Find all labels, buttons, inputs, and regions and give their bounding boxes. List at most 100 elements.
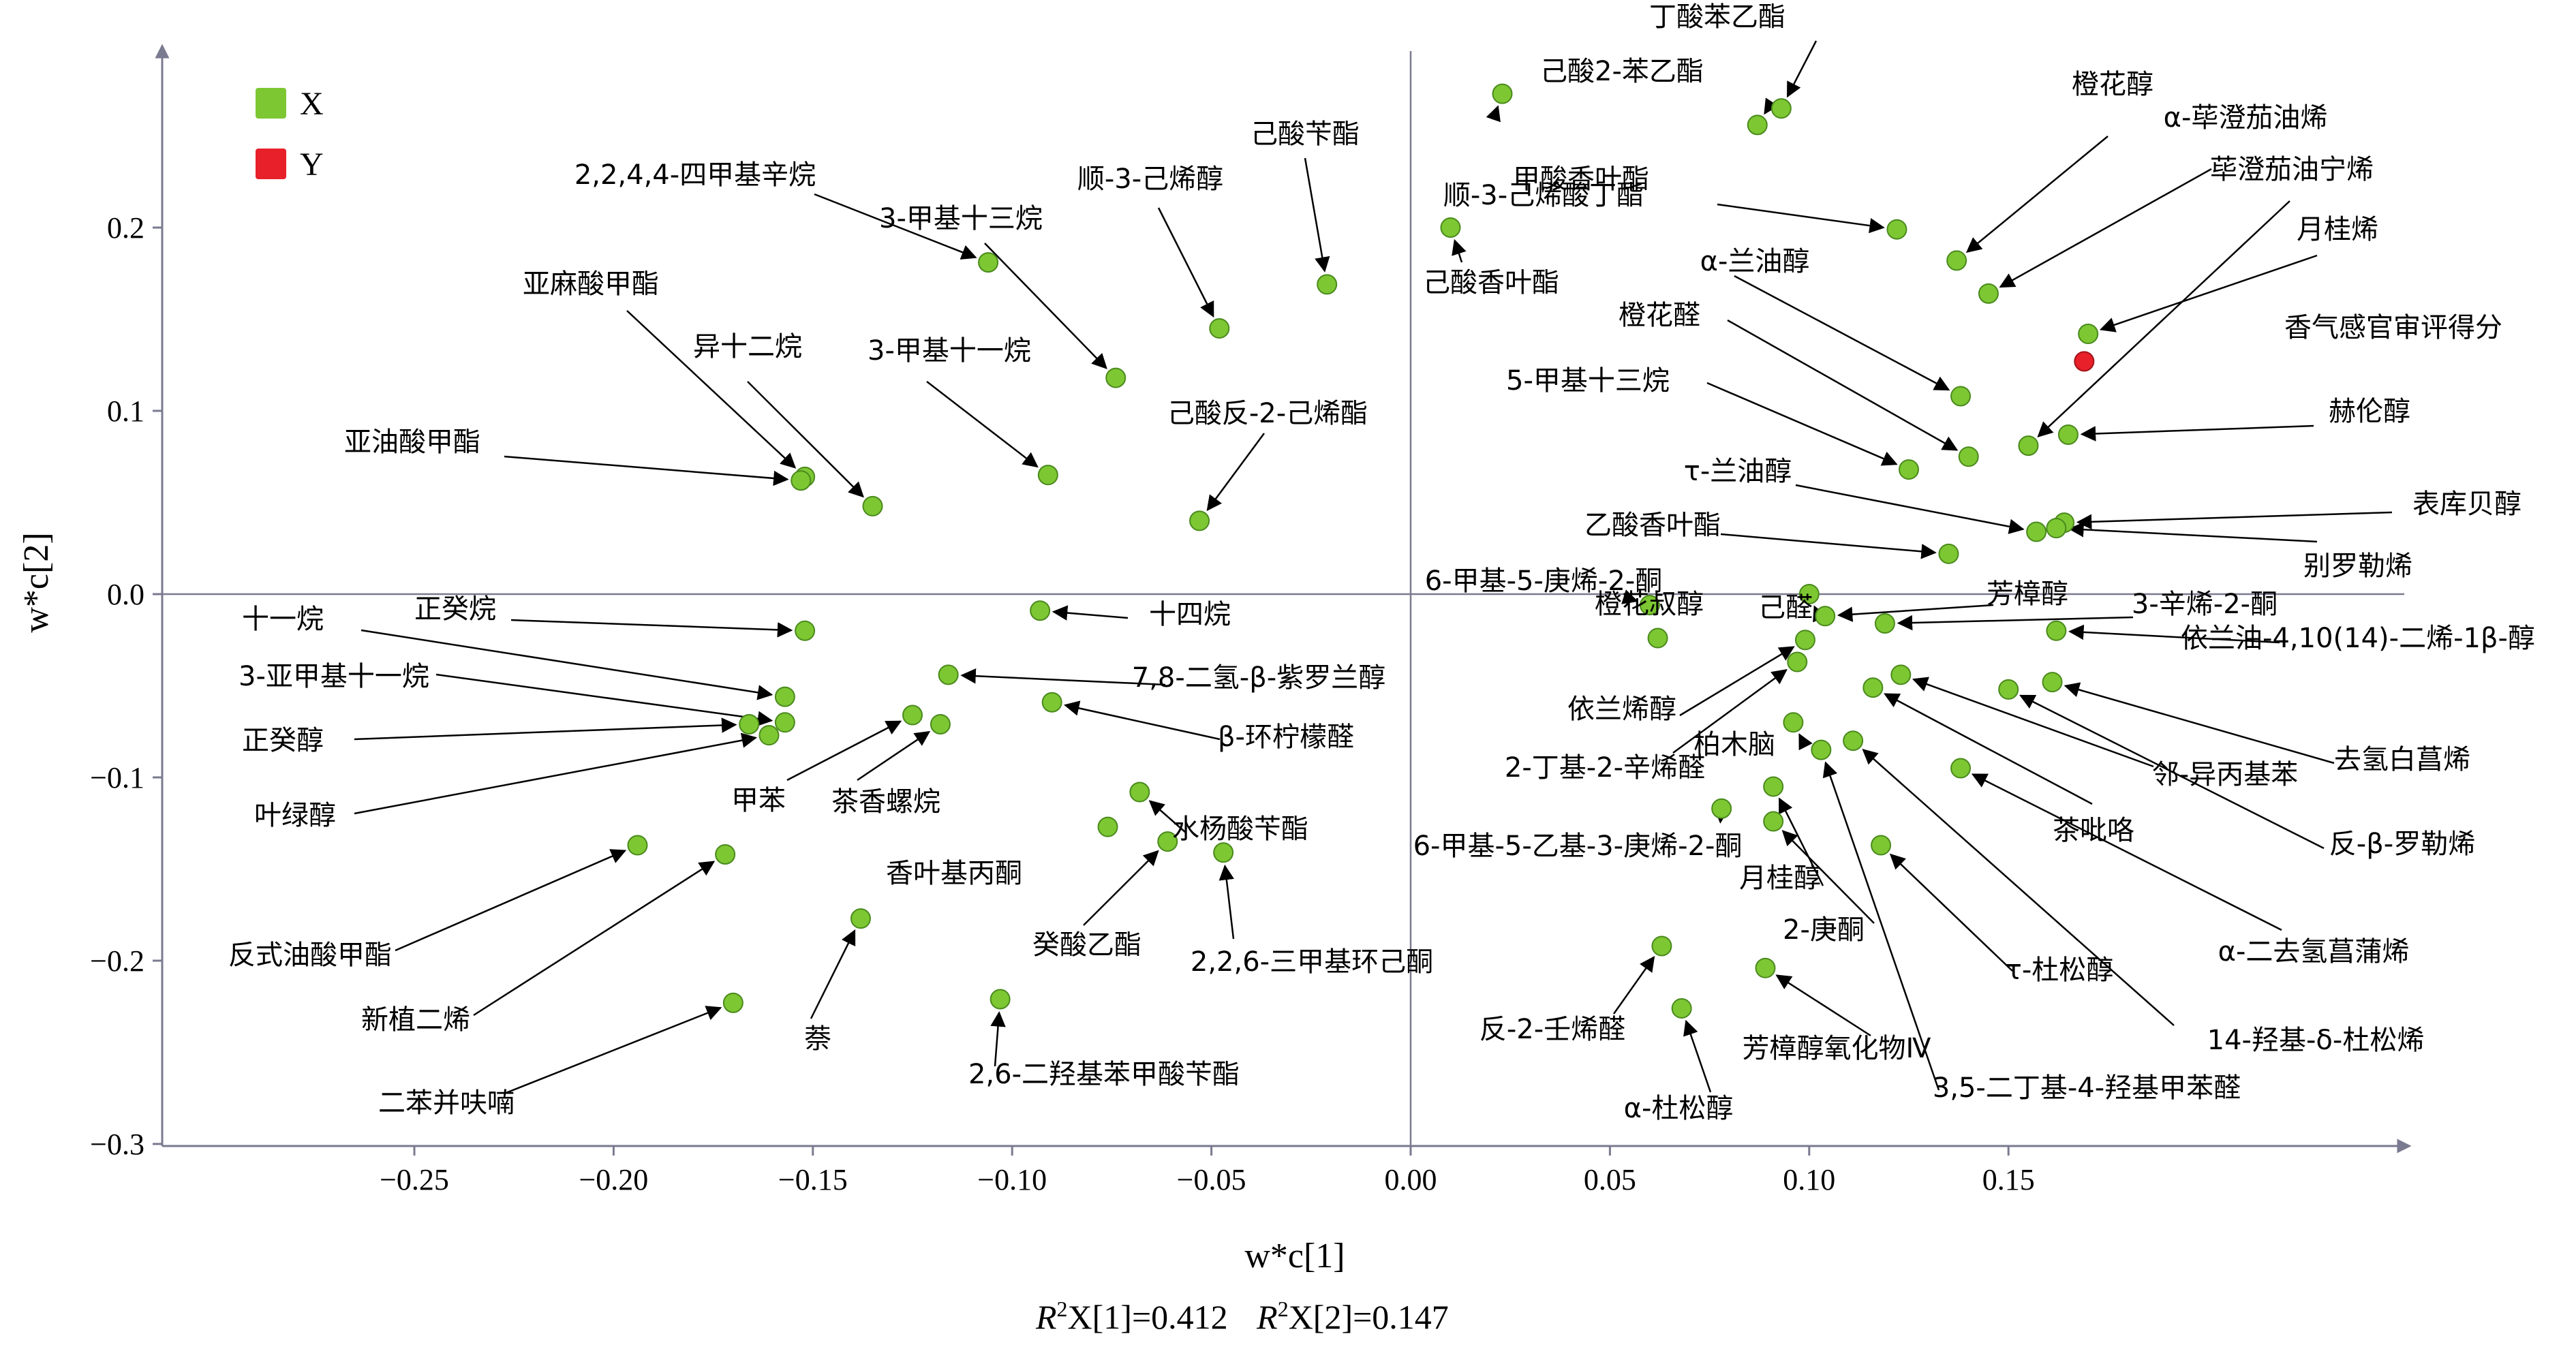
- x-point: [739, 713, 760, 734]
- data-points: [627, 83, 2099, 1019]
- point-label: α-兰油醇: [1700, 246, 1810, 277]
- x-point: [1950, 758, 1972, 779]
- x-point: [990, 989, 1011, 1010]
- point-label: α-荜澄茄油烯: [2164, 102, 2328, 134]
- label-arrow: [1912, 677, 2154, 768]
- label-arrow: [1781, 830, 1875, 924]
- label-arrow: [1052, 605, 1129, 621]
- point-label: 表库贝醇: [2412, 489, 2521, 520]
- label-arrow: [1897, 615, 2134, 631]
- x-point: [2018, 435, 2039, 456]
- point-label: 乙酸香叶酯: [1584, 510, 1721, 541]
- x-point: [795, 620, 816, 641]
- point-label: 邻-异丙基苯: [2152, 759, 2298, 790]
- point-label: 正癸烷: [414, 593, 496, 625]
- x-point: [627, 835, 648, 856]
- label-arrow: [1764, 97, 1779, 115]
- label-arrow: [1304, 157, 1330, 273]
- y-tick-label: 0.0: [107, 578, 144, 611]
- x-point: [791, 470, 812, 491]
- x-point: [1950, 386, 1972, 407]
- label-arrow: [2099, 254, 2318, 332]
- x-point: [1763, 776, 1784, 797]
- x-point: [1711, 798, 1732, 819]
- point-label: 己酸香叶酯: [1423, 267, 1559, 298]
- x-point: [930, 713, 951, 734]
- x-point: [2057, 424, 2079, 445]
- point-label: τ-兰油醇: [1684, 456, 1792, 487]
- x-point: [1946, 250, 1967, 271]
- x-point: [1213, 842, 1234, 863]
- x-tick-label: −0.05: [1177, 1163, 1246, 1196]
- label-arrow: [810, 929, 856, 1019]
- point-label: 3-甲基十一烷: [868, 335, 1031, 367]
- r2x2-value: X[2]=0.147: [1289, 1298, 1449, 1336]
- point-label: 5-甲基十三烷: [1506, 365, 1670, 397]
- label-arrow: [1083, 850, 1159, 926]
- point-label: 3-亚甲基十一烷: [239, 661, 429, 692]
- point-label: 新植二烯: [361, 1004, 470, 1036]
- point-label: 依兰烯醇: [1567, 694, 1676, 725]
- x-point: [1129, 781, 1150, 803]
- x-point: [1783, 712, 1804, 733]
- point-label: 月桂烯: [2297, 214, 2378, 245]
- x-point: [774, 712, 795, 733]
- x-point: [774, 686, 795, 707]
- label-arrow: [1720, 533, 1937, 559]
- y-tick-label: 0.1: [107, 394, 144, 428]
- x-point: [862, 495, 883, 516]
- point-label: 顺-3-己烯醇: [1077, 164, 1223, 195]
- point-label: 芳樟醇氧化物Ⅳ: [1743, 1033, 1931, 1064]
- label-arrow: [1612, 955, 1655, 1015]
- x-tick-label: −0.15: [778, 1163, 848, 1196]
- x-point: [902, 705, 923, 726]
- x-point: [2026, 521, 2047, 542]
- point-label: 萘: [804, 1023, 831, 1055]
- point-label: 3-甲基十三烷: [879, 203, 1043, 234]
- x-point: [978, 252, 999, 273]
- x-point: [1639, 595, 1660, 616]
- r2x1-value: X[1]=0.412: [1068, 1298, 1228, 1336]
- point-label: 茶吡咯: [2053, 815, 2134, 846]
- x-point: [1041, 692, 1062, 713]
- label-arrow: [1148, 800, 1186, 833]
- label-arrow: [354, 717, 737, 741]
- label-arrow: [395, 849, 627, 952]
- label-arrow: [504, 455, 789, 486]
- point-label: 水杨酸苄酯: [1172, 814, 1308, 845]
- point-label: α-杜松醇: [1624, 1093, 1734, 1124]
- label-arrow: [960, 668, 1166, 686]
- legend-swatch-y: [256, 149, 286, 179]
- x-point: [2046, 620, 2067, 641]
- point-label: 3,5-二丁基-4-羟基甲苯醛: [1933, 1072, 2241, 1104]
- x-point: [1157, 831, 1178, 852]
- label-arrow: [1971, 773, 2282, 931]
- x-point: [715, 843, 736, 865]
- label-arrow: [984, 243, 1107, 369]
- label-arrow: [1706, 382, 1898, 466]
- point-label: 2-丁基-2-辛烯醛: [1505, 752, 1705, 784]
- x-point: [1862, 677, 1884, 698]
- point-label: 荜澄茄油宁烯: [2210, 154, 2374, 185]
- x-tick-label: 0.15: [1982, 1163, 2035, 1196]
- x-point: [1886, 219, 1907, 240]
- x-point: [1651, 935, 1672, 957]
- label-arrow: [1621, 589, 1638, 604]
- label-arrow: [2019, 694, 2325, 850]
- x-point: [1317, 274, 1338, 295]
- point-label: 芳樟醇: [1987, 578, 2068, 610]
- point-label: 顺-3-己烯酸丁酯: [1443, 180, 1644, 211]
- label-arrow: [926, 381, 1039, 468]
- x-point: [2078, 324, 2099, 345]
- label-arrow: [1779, 797, 1824, 886]
- label-arrow: [814, 193, 977, 260]
- label-arrow: [1683, 1019, 1712, 1093]
- legend-label-x: X: [300, 86, 324, 122]
- label-arrow: [1775, 974, 1871, 1037]
- label-arrow: [1813, 605, 1827, 623]
- label-arrow: [1672, 669, 1788, 754]
- legend-swatch-x: [256, 88, 286, 119]
- x-point: [1794, 630, 1815, 651]
- point-label: 己酸反-2-己烯酯: [1167, 398, 1368, 429]
- point-label: 亚油酸甲酯: [344, 427, 480, 458]
